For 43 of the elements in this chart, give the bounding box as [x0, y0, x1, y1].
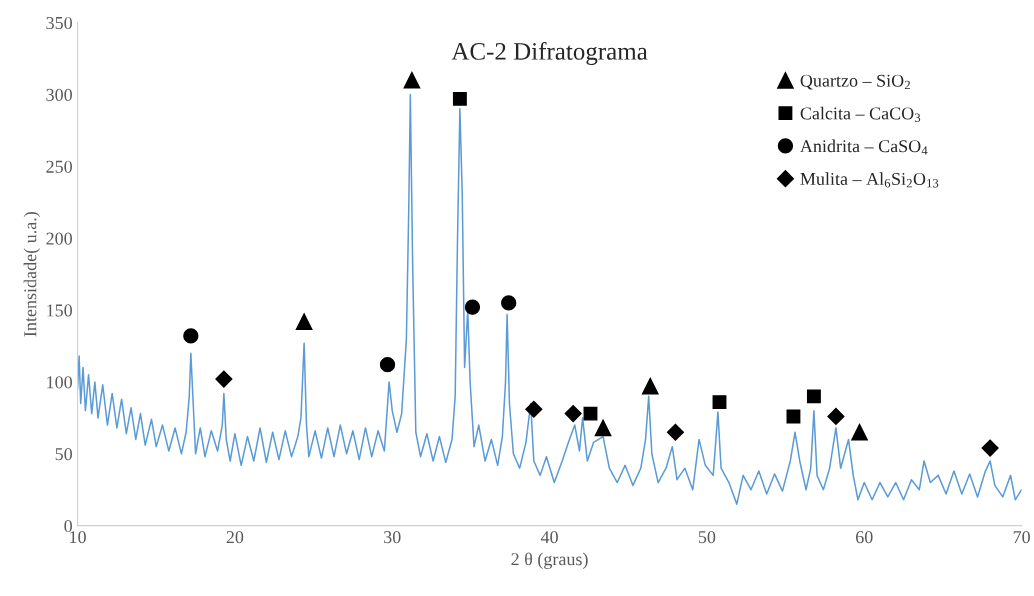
x-tick-label: 20 — [226, 531, 244, 544]
y-tick-label: 300 — [46, 88, 72, 101]
line-series — [77, 93, 1022, 505]
y-tick-label: 350 — [46, 16, 72, 30]
point — [452, 91, 467, 106]
y-axis-title: Intensidade( u.a.) — [23, 212, 41, 337]
text: AC-2 Difratograma — [451, 41, 648, 65]
point — [295, 313, 313, 330]
legend-label: Quartzo – SiO$_{2}$ — [800, 74, 910, 90]
x-tick-label: 30 — [384, 531, 401, 544]
point — [464, 299, 481, 315]
point — [666, 423, 684, 441]
point — [501, 295, 517, 311]
point — [403, 71, 421, 89]
point — [786, 409, 801, 424]
x-tick-label: 10 — [70, 531, 86, 544]
point — [851, 423, 868, 441]
y-tick-label: 100 — [47, 376, 72, 389]
point — [827, 407, 845, 425]
point — [525, 400, 543, 418]
x-tick-label: 40 — [540, 531, 558, 544]
point — [981, 439, 999, 457]
y-tick-label: 50 — [55, 448, 72, 461]
x-tick-label: 60 — [856, 531, 873, 544]
x-axis-title: 2 θ (graus) — [511, 552, 588, 569]
x-tick-label: 50 — [698, 531, 716, 544]
point — [641, 377, 659, 395]
point — [712, 395, 727, 410]
y-tick-label: 250 — [46, 160, 72, 173]
point — [215, 370, 233, 388]
y-tick-label: 200 — [46, 232, 72, 245]
point — [583, 406, 598, 421]
y-tick-label: 150 — [47, 304, 72, 317]
point — [379, 357, 396, 373]
point — [806, 389, 821, 404]
point — [594, 419, 612, 437]
x-tick-label: 70 — [1013, 531, 1030, 544]
y-tick-label: 0 — [64, 519, 72, 533]
point — [183, 328, 199, 344]
point — [564, 405, 582, 423]
legend-label: Anidrita – CaSO$_{4}$ — [800, 139, 928, 155]
legend-label: Calcita – CaCO$_{3}$ — [800, 106, 921, 122]
legend-label: Mulita – Al$_{6}$Si$_{2}$O$_{13}$ — [800, 172, 939, 188]
